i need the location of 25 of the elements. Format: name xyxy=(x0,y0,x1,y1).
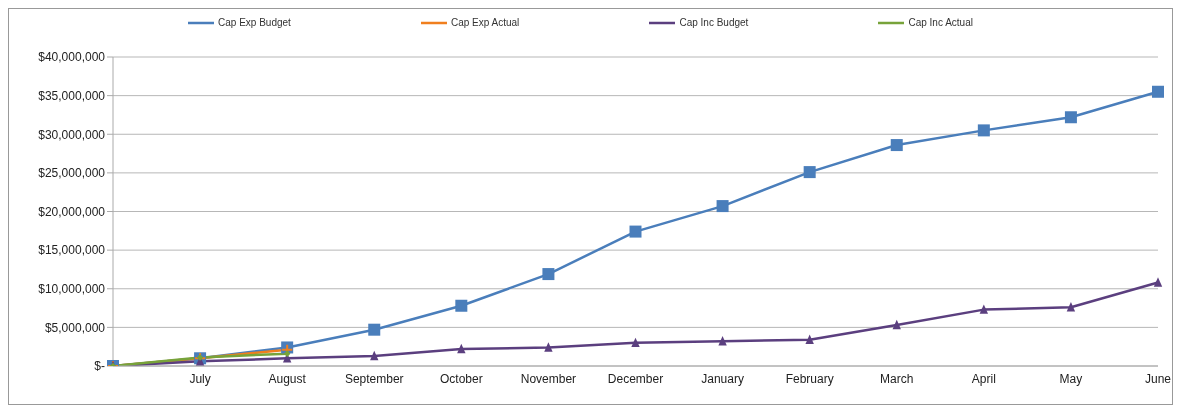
y-tick-label: $30,000,000 xyxy=(38,127,106,142)
legend-label: Cap Inc Actual xyxy=(908,17,973,28)
legend-label: Cap Exp Budget xyxy=(218,17,291,28)
y-tick-label: $40,000,000 xyxy=(38,50,106,65)
y-tick-label: $15,000,000 xyxy=(38,243,106,258)
y-tick-label: $10,000,000 xyxy=(38,282,106,297)
x-tick-label: October xyxy=(439,371,483,386)
x-tick-label: January xyxy=(701,371,744,386)
x-tick-label: December xyxy=(607,371,664,386)
x-tick-label: September xyxy=(344,371,404,386)
legend-label: Cap Inc Budget xyxy=(679,17,749,28)
x-tick-label: June xyxy=(1144,371,1172,386)
x-tick-label: March xyxy=(880,371,914,386)
x-tick-label: May xyxy=(1059,371,1083,386)
y-tick-label: $20,000,000 xyxy=(38,204,106,219)
x-tick-label: November xyxy=(520,371,577,386)
y-tick-label: $25,000,000 xyxy=(38,166,106,181)
y-tick-label: $5,000,000 xyxy=(44,320,106,335)
y-tick-label: $- xyxy=(94,359,105,374)
x-tick-label: April xyxy=(971,371,996,386)
legend-label: Cap Exp Actual xyxy=(450,17,520,28)
x-tick-label: July xyxy=(189,371,211,386)
x-tick-label: February xyxy=(785,371,834,386)
y-tick-label: $35,000,000 xyxy=(38,88,106,103)
x-tick-label: August xyxy=(268,371,307,386)
